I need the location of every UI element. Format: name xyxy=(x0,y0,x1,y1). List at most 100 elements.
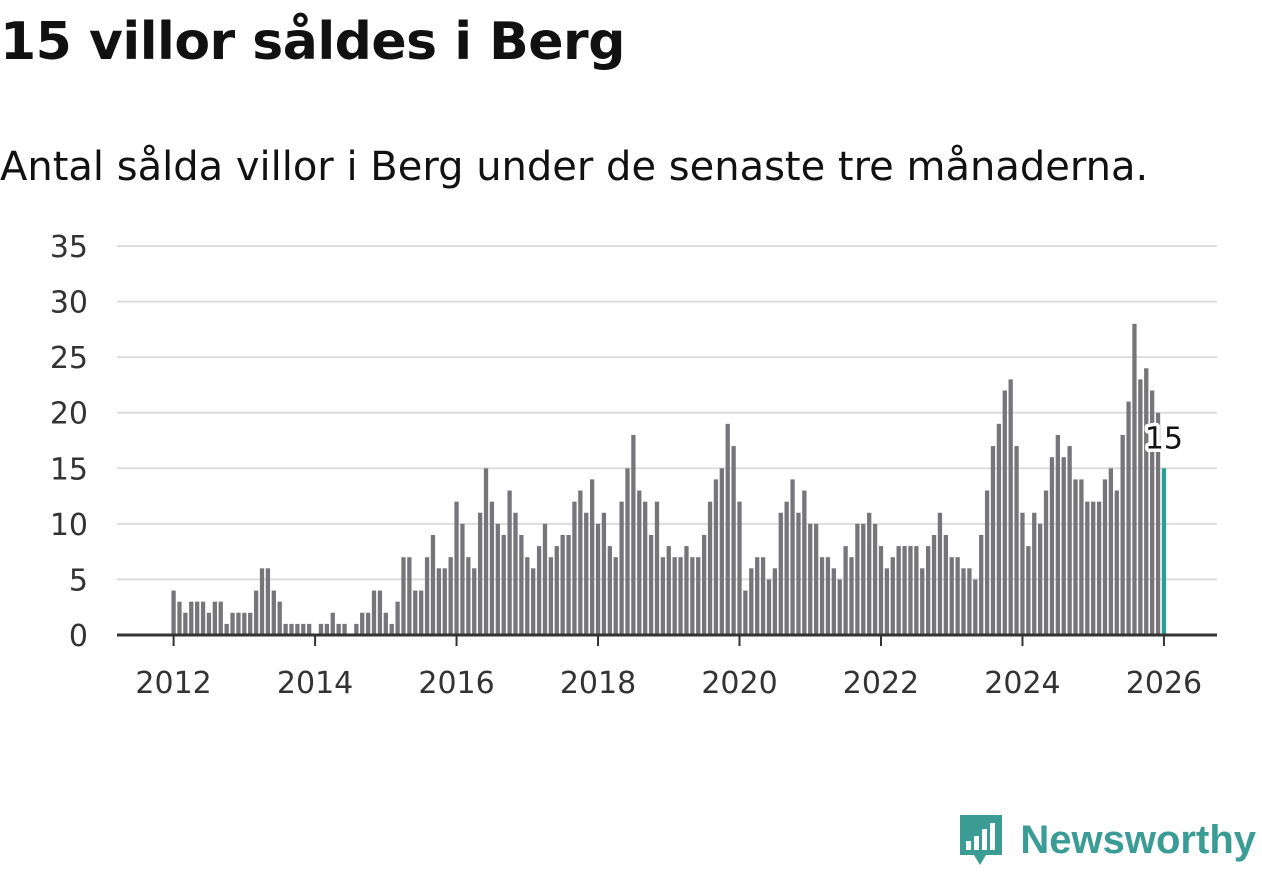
bar xyxy=(342,623,347,635)
bar xyxy=(979,534,984,635)
chart-title: 15 villor såldes i Berg xyxy=(0,12,625,72)
bar xyxy=(531,568,536,635)
bar xyxy=(566,534,571,635)
bar xyxy=(413,590,418,635)
bar xyxy=(855,523,860,635)
chart-subtitle: Antal sålda villor i Berg under de senas… xyxy=(0,144,1149,190)
bar xyxy=(230,612,235,635)
bar xyxy=(725,423,730,635)
bar xyxy=(1026,546,1031,635)
bar xyxy=(784,501,789,635)
bar xyxy=(701,534,707,635)
bar xyxy=(1038,523,1043,635)
bar xyxy=(1049,457,1055,635)
y-tick-label: 5 xyxy=(69,563,88,598)
bar xyxy=(466,557,471,635)
bar xyxy=(259,568,265,635)
bar xyxy=(772,568,778,635)
bar xyxy=(1055,434,1060,635)
bar xyxy=(849,557,854,635)
y-tick-label: 10 xyxy=(50,508,88,543)
bar xyxy=(507,490,512,635)
bar xyxy=(589,479,595,635)
bar xyxy=(536,546,542,635)
bar xyxy=(295,623,300,635)
bar xyxy=(513,512,518,635)
bar xyxy=(926,546,931,635)
bar xyxy=(595,523,601,635)
bar xyxy=(1085,501,1090,635)
bar xyxy=(672,557,677,635)
bar xyxy=(837,579,842,635)
bar xyxy=(324,623,329,635)
bar xyxy=(336,623,341,635)
bar xyxy=(843,546,848,635)
bar xyxy=(236,612,241,635)
bar xyxy=(760,557,766,635)
bar xyxy=(819,557,825,635)
latest-value-halo: 15 xyxy=(1145,421,1183,456)
bar xyxy=(307,623,312,635)
bar xyxy=(696,557,701,635)
bar xyxy=(1138,379,1143,635)
bar xyxy=(1091,501,1096,635)
bar xyxy=(318,623,324,635)
bar xyxy=(996,423,1002,635)
x-tick-label: 2018 xyxy=(560,666,636,701)
y-tick-label: 25 xyxy=(50,341,88,376)
bar xyxy=(212,601,217,635)
bar xyxy=(625,468,630,635)
bar xyxy=(814,523,819,635)
bar xyxy=(271,590,276,635)
x-tick-label: 2012 xyxy=(135,666,211,701)
y-tick-label: 35 xyxy=(50,230,88,265)
x-axis-tick-labels: 2012 2014 2016 2018 2020 2022 2024 2026 xyxy=(135,666,1202,701)
bar xyxy=(861,523,866,635)
bar xyxy=(265,568,271,635)
bar xyxy=(666,546,671,635)
bar xyxy=(731,446,736,635)
bar xyxy=(383,612,388,635)
bar xyxy=(501,534,506,635)
bar xyxy=(902,546,907,635)
bar xyxy=(601,512,607,635)
bar xyxy=(631,434,636,635)
bar xyxy=(766,579,772,635)
bar xyxy=(460,523,465,635)
bar xyxy=(477,512,483,635)
bar xyxy=(365,612,371,635)
bar xyxy=(1132,323,1137,635)
bar xyxy=(790,479,795,635)
bar xyxy=(1096,501,1102,635)
bar xyxy=(961,568,966,635)
bar xyxy=(1144,368,1149,635)
y-axis-tick-labels: 0 5 10 15 20 25 30 35 xyxy=(50,230,88,654)
bar xyxy=(189,601,194,635)
brand-name: Newsworthy xyxy=(1020,817,1256,862)
bar xyxy=(607,546,612,635)
bar xyxy=(660,557,666,635)
bar xyxy=(519,534,524,635)
bar xyxy=(1120,434,1125,635)
bar xyxy=(825,557,831,635)
x-tick-label: 2016 xyxy=(418,666,494,701)
x-tick-label: 2014 xyxy=(277,666,353,701)
bar xyxy=(454,501,459,635)
bar xyxy=(389,623,394,635)
bar xyxy=(584,512,589,635)
bar xyxy=(931,534,937,635)
bar xyxy=(619,501,624,635)
newsworthy-logo-icon xyxy=(960,815,1003,865)
bar xyxy=(248,612,253,635)
bar xyxy=(283,623,288,635)
bar xyxy=(955,557,960,635)
bar xyxy=(495,523,500,635)
bar xyxy=(896,546,901,635)
bar xyxy=(613,557,618,635)
bar xyxy=(796,512,801,635)
bar xyxy=(483,468,489,635)
bar xyxy=(1002,390,1007,635)
bar xyxy=(548,557,554,635)
